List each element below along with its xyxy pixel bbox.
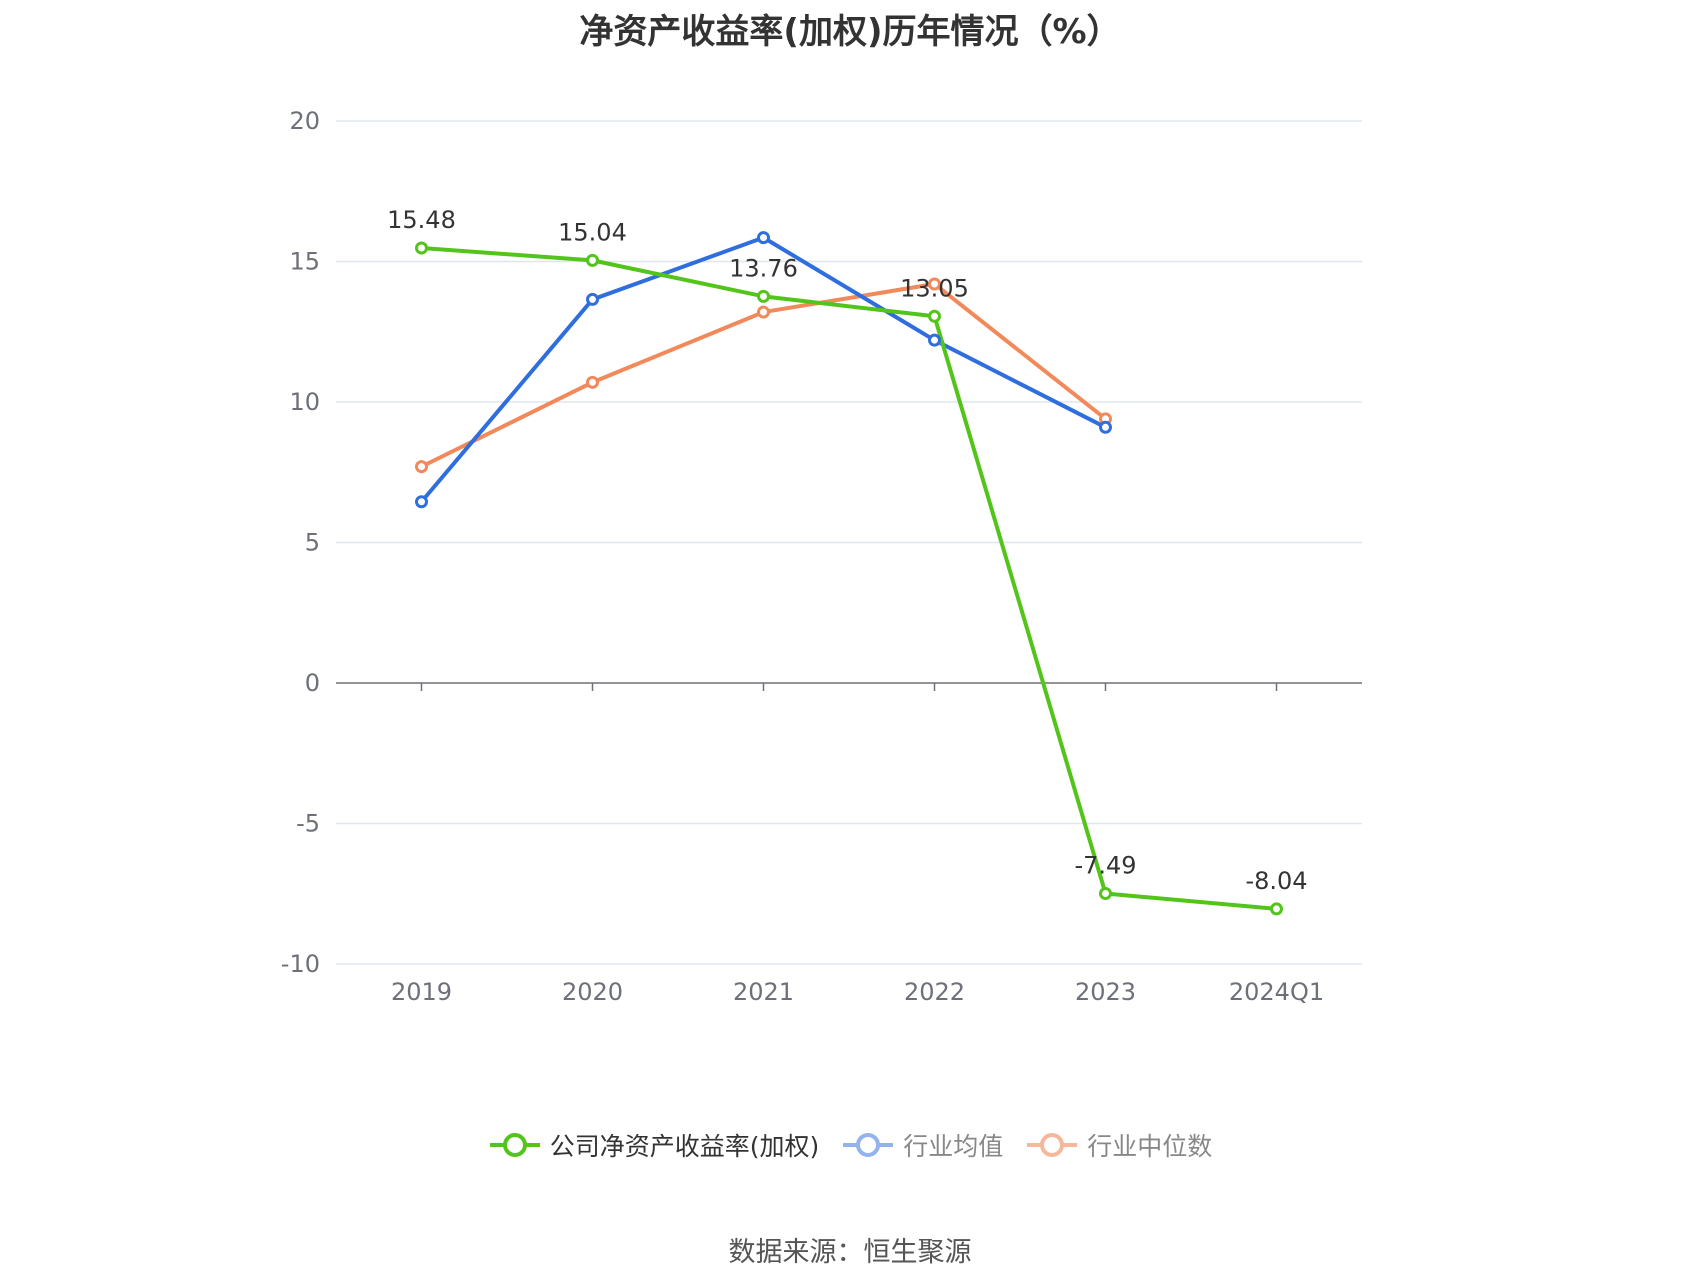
data-point <box>586 253 599 267</box>
data-label: -8.04 <box>1245 867 1307 895</box>
x-tick-label: 2024Q1 <box>1229 978 1324 1006</box>
data-label: 13.05 <box>900 274 969 302</box>
gridlines <box>336 120 1362 965</box>
data-label: 15.04 <box>558 218 627 246</box>
data-point <box>928 309 941 323</box>
legend-item-company[interactable]: 公司净资产收益率(加权) <box>488 1127 820 1163</box>
y-tick-label: -10 <box>281 950 320 978</box>
x-tick-label: 2022 <box>904 978 965 1006</box>
data-point <box>757 289 770 303</box>
data-point <box>415 495 428 509</box>
y-tick-label: 5 <box>305 529 320 557</box>
data-point <box>1270 902 1283 916</box>
legend-label: 行业均值 <box>903 1132 1004 1161</box>
legend-item-industry-mean[interactable]: 行业均值 <box>841 1127 1003 1163</box>
legend-line-icon <box>489 1133 540 1157</box>
legend: 公司净资产收益率(加权) 行业均值 行业中位数 <box>0 1127 1700 1163</box>
series-points <box>415 231 1283 916</box>
x-axis: 2019 2020 2021 2022 2023 2024Q1 <box>336 682 1362 1006</box>
y-tick-label: 15 <box>289 248 320 276</box>
y-tick-label: 10 <box>289 388 320 416</box>
data-point <box>757 305 770 319</box>
data-point <box>415 241 428 255</box>
x-tick-label: 2019 <box>391 978 452 1006</box>
data-point <box>586 375 599 389</box>
series-line <box>421 246 1277 911</box>
chart-title: 净资产收益率(加权)历年情况（%） <box>579 12 1121 52</box>
y-tick-label: -5 <box>296 810 320 838</box>
data-point <box>415 460 428 474</box>
legend-item-industry-median[interactable]: 行业中位数 <box>1025 1127 1212 1163</box>
y-tick-label: 0 <box>305 669 320 697</box>
series-lines <box>419 235 1277 911</box>
data-point <box>586 292 599 306</box>
data-source: 数据来源：恒生聚源 <box>728 1237 972 1268</box>
data-point <box>757 231 770 245</box>
data-point <box>928 333 941 347</box>
data-labels: 15.48 15.04 13.76 13.05 -7.49 -8.04 <box>387 206 1307 895</box>
x-tick-label: 2021 <box>733 978 794 1006</box>
data-label: -7.49 <box>1074 851 1136 879</box>
data-label: 15.48 <box>387 206 456 234</box>
legend-line-icon <box>843 1133 894 1157</box>
legend-line-icon <box>1027 1133 1078 1157</box>
x-tick-label: 2023 <box>1075 978 1136 1006</box>
y-axis: 20 15 10 5 0 -5 -10 <box>281 107 320 978</box>
data-point <box>1099 420 1112 434</box>
data-point <box>928 277 941 291</box>
y-tick-label: 20 <box>289 107 320 135</box>
x-tick-label: 2020 <box>562 978 623 1006</box>
legend-label: 行业中位数 <box>1087 1132 1213 1161</box>
legend-label: 公司净资产收益率(加权) <box>549 1132 820 1161</box>
data-point <box>1099 886 1112 900</box>
data-label: 13.76 <box>729 254 798 282</box>
